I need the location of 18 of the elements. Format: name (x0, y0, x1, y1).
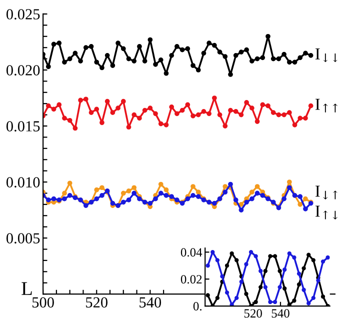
series-label: I$_{↓↑}$ (315, 186, 338, 200)
y-tick-label: 0.025 (6, 9, 40, 20)
x-tick-label: 500 (32, 297, 54, 308)
series-label: I$_{↑↑}$ (315, 98, 338, 112)
y-tick-label: 0.010 (6, 177, 40, 188)
y-tick-label: 0. (193, 302, 202, 311)
y-tick-label: 0.02 (180, 275, 202, 284)
x-tick-label: 520 (86, 297, 108, 308)
x-tick-label: 520 (244, 309, 262, 318)
y-tick-label: 0.04 (180, 248, 202, 257)
y-tick-label: 0.005 (6, 233, 40, 244)
series-label: I$_{↑↓}$ (315, 206, 338, 220)
x-tick-label: 540 (140, 297, 162, 308)
series-label: I$_{↓↓}$ (315, 48, 338, 62)
y-tick-label: 0.020 (6, 65, 40, 76)
y-tick-label: 0.015 (6, 121, 40, 132)
x-tick-label: 540 (272, 309, 290, 318)
x-axis-title: L (22, 282, 32, 295)
